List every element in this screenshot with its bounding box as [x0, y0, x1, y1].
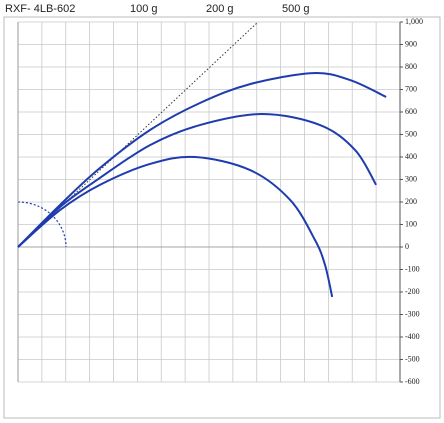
legend-label: 100 g: [130, 3, 158, 15]
trajectory-line: [17, 113, 377, 248]
frame: [3, 16, 441, 419]
y-tick-label: -400: [405, 332, 420, 341]
trajectory-line: [17, 155, 334, 298]
y-tick-label: 400: [405, 152, 417, 161]
y-tick-label: 500: [405, 129, 417, 138]
y-tick-label: -600: [405, 377, 420, 386]
y-tick-label: 100: [405, 219, 417, 228]
y-tick-label: 200: [405, 197, 417, 206]
guide-line: [17, 21, 259, 248]
y-tick-label: 900: [405, 39, 417, 48]
y-tick-label: 700: [405, 84, 417, 93]
y-tick-label: 0: [405, 242, 409, 251]
y-tick-label: 300: [405, 174, 417, 183]
y-tick-label: -300: [405, 309, 420, 318]
y-tick-label: 600: [405, 107, 417, 116]
trajectory-line: [17, 72, 387, 248]
legend-label: 200 g: [206, 3, 234, 15]
y-tick-label: -200: [405, 287, 420, 296]
grid: [17, 21, 401, 383]
y-tick-label: -100: [405, 264, 420, 273]
y-tick-label: 1,000: [405, 17, 423, 26]
chart-title: RXF- 4LB-602: [5, 3, 75, 15]
legend-label: 500 g: [282, 3, 310, 15]
y-tick-label: -500: [405, 354, 420, 363]
y-tick-label: 800: [405, 62, 417, 71]
